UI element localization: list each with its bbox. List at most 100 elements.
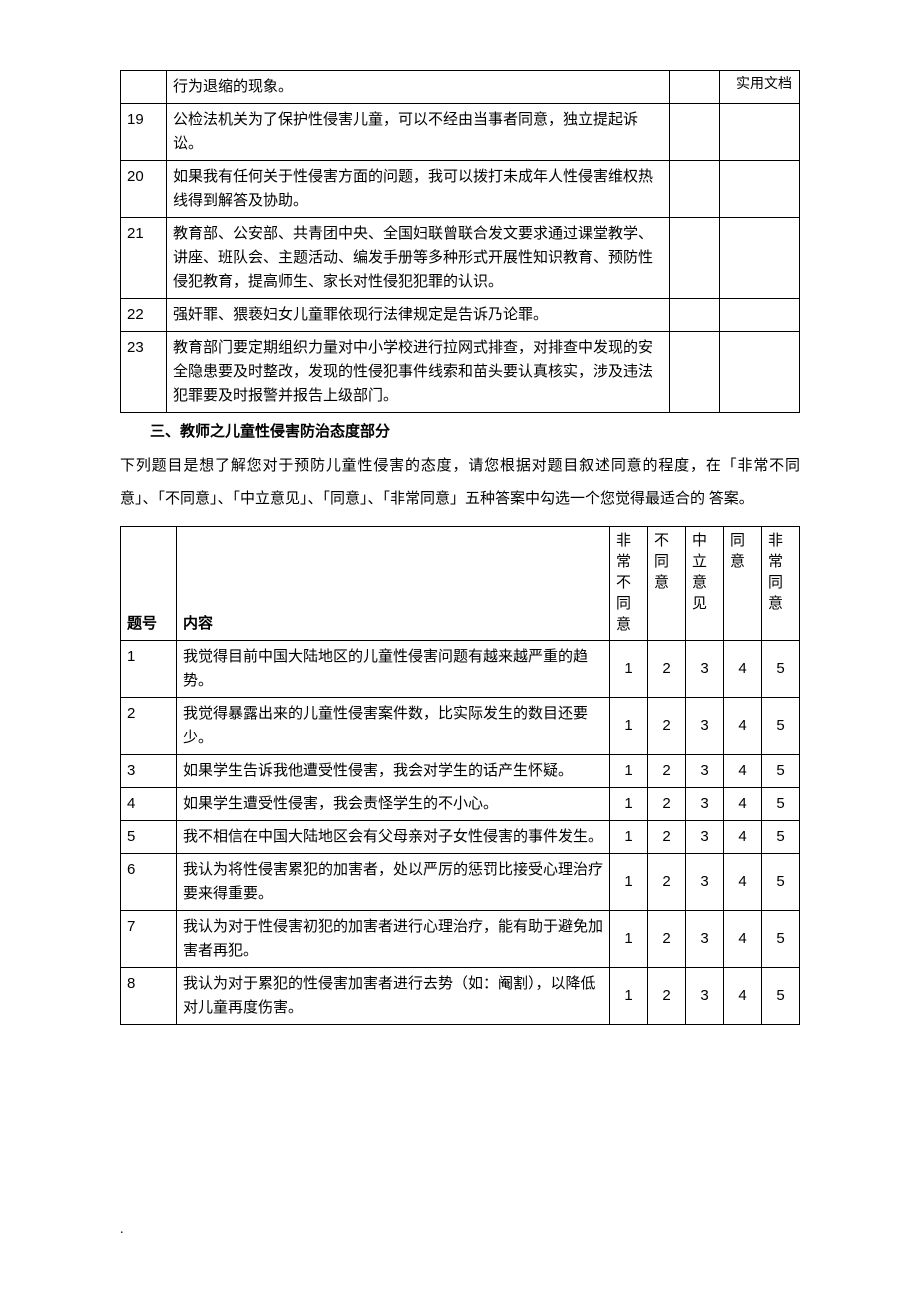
scale-cell: 2 (648, 640, 686, 697)
scale-cell: 5 (762, 754, 800, 787)
scale-cell: 1 (610, 640, 648, 697)
scale-cell: 5 (762, 787, 800, 820)
scale-cell: 5 (762, 640, 800, 697)
scale-cell: 2 (648, 853, 686, 910)
scale-cell: 4 (724, 853, 762, 910)
col-header-scale-5: 非常同意 (762, 526, 800, 640)
row-number: 7 (121, 910, 177, 967)
answer-cell (670, 71, 720, 104)
row-number: 19 (121, 104, 167, 161)
row-number: 6 (121, 853, 177, 910)
answer-cell (720, 218, 800, 299)
scale-cell: 1 (610, 910, 648, 967)
scale-cell: 5 (762, 853, 800, 910)
page-header-label: 实用文档 (736, 74, 792, 95)
section3-instructions: 下列题目是想了解您对于预防儿童性侵害的态度，请您根据对题目叙述同意的程度，在「非… (120, 450, 800, 516)
row-content: 我认为对于性侵害初犯的加害者进行心理治疗，能有助于避免加害者再犯。 (177, 910, 610, 967)
row-number: 20 (121, 161, 167, 218)
answer-cell (670, 332, 720, 413)
row-number: 1 (121, 640, 177, 697)
row-number: 5 (121, 820, 177, 853)
answer-cell (720, 299, 800, 332)
scale-cell: 5 (762, 697, 800, 754)
scale-cell: 2 (648, 820, 686, 853)
scale-cell: 3 (686, 967, 724, 1024)
table-row: 4如果学生遭受性侵害，我会责怪学生的不小心。12345 (121, 787, 800, 820)
table-row: 6我认为将性侵害累犯的加害者，处以严厉的惩罚比接受心理治疗要来得重要。12345 (121, 853, 800, 910)
scale-cell: 4 (724, 787, 762, 820)
scale-cell: 5 (762, 967, 800, 1024)
table-row: 8我认为对于累犯的性侵害加害者进行去势（如：阉割），以降低对儿童再度伤害。123… (121, 967, 800, 1024)
scale-cell: 4 (724, 697, 762, 754)
col-header-content: 内容 (177, 526, 610, 640)
row-content: 如果我有任何关于性侵害方面的问题，我可以拨打未成年人性侵害维权热线得到解答及协助… (167, 161, 670, 218)
answer-cell (720, 161, 800, 218)
row-content: 我认为将性侵害累犯的加害者，处以严厉的惩罚比接受心理治疗要来得重要。 (177, 853, 610, 910)
row-number: 3 (121, 754, 177, 787)
table-row: 7我认为对于性侵害初犯的加害者进行心理治疗，能有助于避免加害者再犯。12345 (121, 910, 800, 967)
scale-cell: 1 (610, 697, 648, 754)
row-content: 我觉得暴露出来的儿童性侵害案件数，比实际发生的数目还要少。 (177, 697, 610, 754)
scale-cell: 1 (610, 820, 648, 853)
table-row: 19 公检法机关为了保护性侵害儿童，可以不经由当事者同意，独立提起诉讼。 (121, 104, 800, 161)
answer-cell (670, 161, 720, 218)
table-row: 3如果学生告诉我他遭受性侵害，我会对学生的话产生怀疑。12345 (121, 754, 800, 787)
table-row: 5我不相信在中国大陆地区会有父母亲对子女性侵害的事件发生。12345 (121, 820, 800, 853)
row-number: 23 (121, 332, 167, 413)
table-row: 23 教育部门要定期组织力量对中小学校进行拉网式排查，对排查中发现的安全隐患要及… (121, 332, 800, 413)
scale-cell: 3 (686, 787, 724, 820)
row-content: 如果学生遭受性侵害，我会责怪学生的不小心。 (177, 787, 610, 820)
row-content: 我觉得目前中国大陆地区的儿童性侵害问题有越来越严重的趋势。 (177, 640, 610, 697)
row-content: 我认为对于累犯的性侵害加害者进行去势（如：阉割），以降低对儿童再度伤害。 (177, 967, 610, 1024)
page-footer-dot: . (120, 1219, 124, 1240)
scale-cell: 5 (762, 820, 800, 853)
scale-cell: 2 (648, 697, 686, 754)
answer-cell (670, 218, 720, 299)
scale-cell: 3 (686, 853, 724, 910)
scale-cell: 1 (610, 787, 648, 820)
col-header-scale-1: 非常不同意 (610, 526, 648, 640)
col-header-num: 题号 (121, 526, 177, 640)
row-content: 行为退缩的现象。 (167, 71, 670, 104)
row-content: 我不相信在中国大陆地区会有父母亲对子女性侵害的事件发生。 (177, 820, 610, 853)
col-header-scale-3: 中立意见 (686, 526, 724, 640)
row-number: 8 (121, 967, 177, 1024)
answer-cell (670, 104, 720, 161)
scale-cell: 3 (686, 697, 724, 754)
scale-cell: 2 (648, 754, 686, 787)
attitude-table-body: 1我觉得目前中国大陆地区的儿童性侵害问题有越来越严重的趋势。123452我觉得暴… (121, 640, 800, 1024)
attitude-table: 题号 内容 非常不同意 不同意 中立意见 同意 非常同意 1我觉得目前中国大陆地… (120, 526, 800, 1025)
answer-cell (720, 332, 800, 413)
scale-cell: 4 (724, 820, 762, 853)
section3-title: 三、教师之儿童性侵害防治态度部分 (120, 421, 800, 444)
table-row: 行为退缩的现象。 (121, 71, 800, 104)
scale-cell: 5 (762, 910, 800, 967)
answer-cell (670, 299, 720, 332)
row-content: 教育部门要定期组织力量对中小学校进行拉网式排查，对排查中发现的安全隐患要及时整改… (167, 332, 670, 413)
col-header-scale-2: 不同意 (648, 526, 686, 640)
knowledge-table-continued: 行为退缩的现象。 19 公检法机关为了保护性侵害儿童，可以不经由当事者同意，独立… (120, 70, 800, 413)
scale-cell: 2 (648, 910, 686, 967)
table-row: 22 强奸罪、猥亵妇女儿童罪依现行法律规定是告诉乃论罪。 (121, 299, 800, 332)
scale-cell: 3 (686, 910, 724, 967)
scale-cell: 3 (686, 820, 724, 853)
row-content: 教育部、公安部、共青团中央、全国妇联曾联合发文要求通过课堂教学、讲座、班队会、主… (167, 218, 670, 299)
scale-cell: 3 (686, 640, 724, 697)
answer-cell (720, 104, 800, 161)
scale-cell: 1 (610, 754, 648, 787)
table-row: 1我觉得目前中国大陆地区的儿童性侵害问题有越来越严重的趋势。12345 (121, 640, 800, 697)
scale-cell: 4 (724, 754, 762, 787)
attitude-table-header: 题号 内容 非常不同意 不同意 中立意见 同意 非常同意 (121, 526, 800, 640)
row-number: 4 (121, 787, 177, 820)
scale-cell: 4 (724, 910, 762, 967)
scale-cell: 2 (648, 967, 686, 1024)
row-content: 强奸罪、猥亵妇女儿童罪依现行法律规定是告诉乃论罪。 (167, 299, 670, 332)
scale-cell: 4 (724, 640, 762, 697)
row-content: 如果学生告诉我他遭受性侵害，我会对学生的话产生怀疑。 (177, 754, 610, 787)
row-number: 21 (121, 218, 167, 299)
knowledge-table-body: 行为退缩的现象。 19 公检法机关为了保护性侵害儿童，可以不经由当事者同意，独立… (121, 71, 800, 413)
scale-cell: 1 (610, 853, 648, 910)
table-row: 2我觉得暴露出来的儿童性侵害案件数，比实际发生的数目还要少。12345 (121, 697, 800, 754)
scale-cell: 3 (686, 754, 724, 787)
col-header-scale-4: 同意 (724, 526, 762, 640)
